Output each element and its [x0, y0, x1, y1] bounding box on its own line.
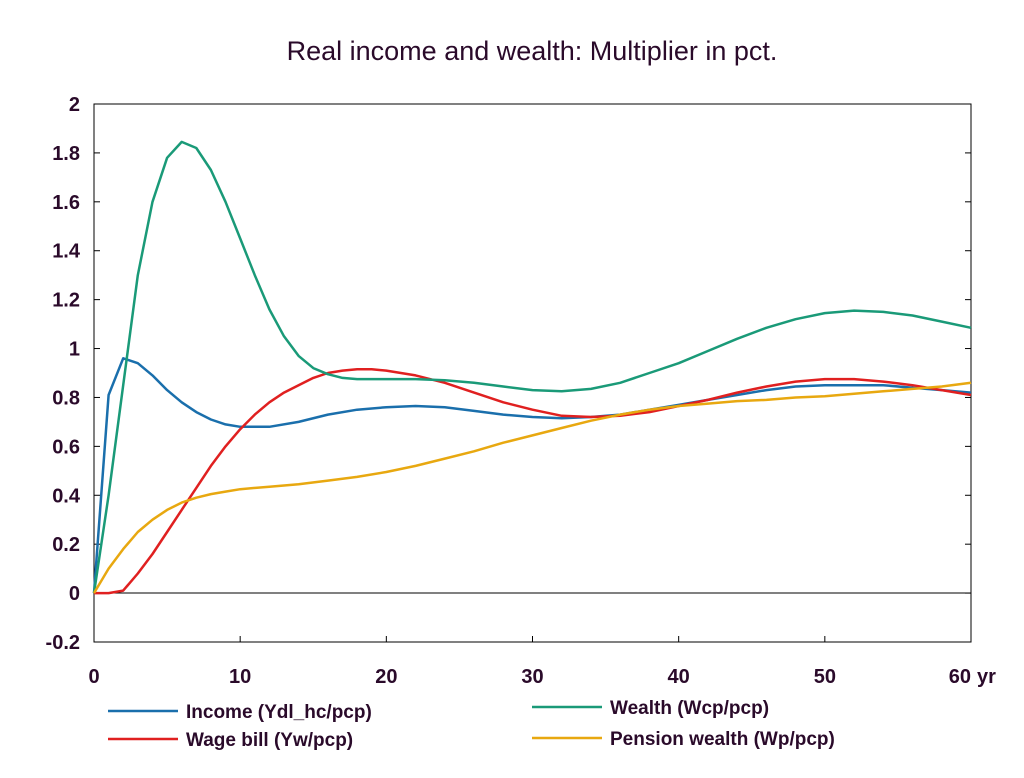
y-tick-label: 1.6 [52, 192, 80, 214]
y-tick-label: 0 [69, 583, 80, 605]
y-tick-label: 0.6 [52, 436, 80, 458]
axis-ticks: -0.200.20.40.60.811.21.41.61.820 10 20 30 40… [46, 94, 972, 688]
legend: Income (Ydl_hc/pcp) Wage bill (Yw/pcp) Wea… [108, 698, 835, 751]
series-lines [92, 140, 972, 595]
y-tick-label: 2 [69, 94, 80, 116]
series-line-1 [92, 357, 972, 594]
y-tick-label: 0.4 [52, 485, 81, 507]
y-tick-label: -0.2 [46, 632, 80, 654]
x-tick-label: 0 [88, 666, 99, 688]
x-unit-label: yr [977, 666, 996, 688]
legend-label-3: Wealth (Wcp/pcp) [610, 698, 769, 719]
x-tick-label: 40 [668, 666, 690, 688]
plot-frame [93, 103, 972, 643]
series-line-2 [94, 368, 972, 595]
series-line-3 [92, 140, 972, 594]
series-line-4 [92, 381, 972, 594]
y-tick-label: 0.8 [52, 387, 80, 409]
x-tick-label: 10 [229, 666, 251, 688]
y-tick-label: 1.2 [52, 290, 80, 312]
legend-label-4: Pension wealth (Wp/pcp) [610, 729, 835, 750]
chart-title: Real income and wealth: Multiplier in pc… [287, 36, 778, 66]
x-tick-label: 50 [814, 666, 836, 688]
legend-label-1: Income (Ydl_hc/pcp) [186, 702, 372, 723]
y-tick-label: 1.8 [52, 143, 80, 165]
y-tick-label: 1.4 [52, 241, 81, 263]
x-tick-label: 20 [375, 666, 397, 688]
y-tick-label: 0.2 [52, 534, 80, 556]
y-tick-label: 1 [69, 339, 80, 361]
x-tick-label: 30 [521, 666, 543, 688]
legend-label-2: Wage bill (Yw/pcp) [186, 730, 353, 751]
x-tick-label: 60 [949, 666, 971, 688]
